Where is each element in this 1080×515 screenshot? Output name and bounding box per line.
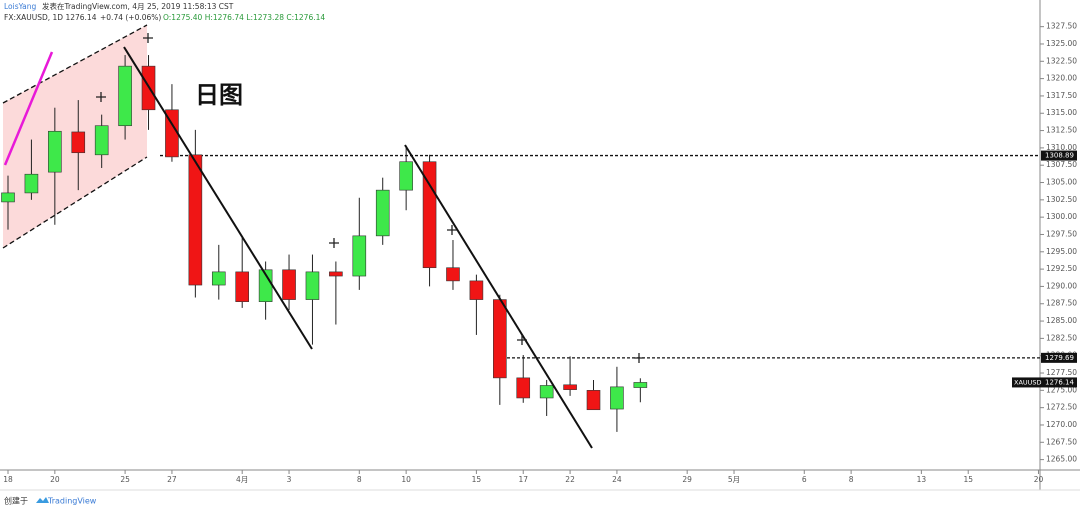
candle-body <box>539 385 554 399</box>
y-tick-label: 1305.00 <box>1046 178 1077 187</box>
channel-upper <box>2 24 148 104</box>
candle-body <box>563 384 577 390</box>
price-label-box <box>1041 150 1077 161</box>
candle-body <box>48 130 62 173</box>
brand-logo <box>36 497 49 503</box>
candle-body <box>329 271 343 277</box>
y-tick-label: 1285.00 <box>1046 316 1077 325</box>
x-tick-label: 8 <box>849 475 854 484</box>
candle-body <box>235 271 249 302</box>
x-tick-label: 27 <box>167 475 177 484</box>
y-tick-label: 1322.50 <box>1046 56 1077 65</box>
y-tick-label: 1325.00 <box>1046 39 1077 48</box>
published: 发表在TradingView.com, 4月 25, 2019 11:58:13… <box>42 1 234 11</box>
ohlc: O:1275.40 H:1276.74 L:1273.28 C:1276.14 <box>163 13 325 22</box>
candle-body <box>610 386 624 410</box>
candle-body <box>586 390 601 411</box>
symbol: FX:XAUUSD, 1D 1276.14 <box>4 13 97 22</box>
candle-body <box>188 154 203 286</box>
x-tick-label: 15 <box>472 475 482 484</box>
candle-body <box>516 377 531 399</box>
x-tick-label: 3 <box>287 475 292 484</box>
y-tick-label: 1307.50 <box>1046 160 1077 169</box>
x-tick-label: 20 <box>1034 475 1044 484</box>
candle-body <box>352 235 367 277</box>
x-tick-label: 20 <box>50 475 60 484</box>
y-tick-label: 1317.50 <box>1046 91 1077 100</box>
x-tick-label: 18 <box>3 475 13 484</box>
x-tick-label: 8 <box>357 475 362 484</box>
candle-body <box>305 271 320 300</box>
y-tick-label: 1292.50 <box>1046 264 1077 273</box>
y-tick-label: 1327.50 <box>1046 22 1077 31</box>
y-tick-label: 1290.00 <box>1046 281 1077 290</box>
candle-body <box>211 271 226 286</box>
trend-line <box>123 46 313 350</box>
last-price-symbol: XAUUSD <box>1014 378 1042 386</box>
candle-body <box>282 269 296 300</box>
last-price-value: 1276.14 <box>1045 378 1074 386</box>
y-tick-label: 1310.00 <box>1046 143 1077 152</box>
x-tick-label: 6 <box>802 475 807 484</box>
change: +0.74 (+0.06%) <box>100 13 161 22</box>
footer-brand: TradingView <box>47 497 97 506</box>
x-tick-label: 17 <box>518 475 528 484</box>
candle-body <box>399 161 413 191</box>
y-tick-label: 1265.00 <box>1046 455 1077 464</box>
author: LoisYang <box>4 2 37 11</box>
x-tick-label: 4月 <box>236 475 248 484</box>
y-tick-label: 1300.00 <box>1046 212 1077 221</box>
y-tick-label: 1295.00 <box>1046 247 1077 256</box>
channel-lower <box>2 156 148 249</box>
magenta-line <box>3 51 54 166</box>
y-tick-label: 1275.00 <box>1046 385 1077 394</box>
cross-markers <box>96 33 644 363</box>
x-tick-label: 22 <box>565 475 575 484</box>
chart-title: 日图 <box>195 81 243 109</box>
y-tick-label: 1270.00 <box>1046 420 1077 429</box>
y-tick-label: 1282.50 <box>1046 333 1077 342</box>
candle-body <box>493 299 507 379</box>
price-label: 1279.69 <box>1045 354 1074 362</box>
candle-body <box>469 280 484 300</box>
candle-body <box>24 173 39 194</box>
y-tick-label: 1320.00 <box>1046 74 1077 83</box>
y-tick-label: 1312.50 <box>1046 126 1077 135</box>
y-tick-label: 1302.50 <box>1046 195 1077 204</box>
y-tick-label: 1272.50 <box>1046 403 1077 412</box>
candle-body <box>633 382 648 388</box>
x-tick-label: 10 <box>401 475 411 484</box>
y-tick-label: 1297.50 <box>1046 229 1077 238</box>
y-tick-label: 1267.50 <box>1046 437 1077 446</box>
x-tick-label: 5月 <box>728 475 740 484</box>
candle-body <box>1 192 15 203</box>
x-tick-label: 25 <box>120 475 130 484</box>
x-tick-label: 29 <box>682 475 692 484</box>
y-tick-label: 1277.50 <box>1046 368 1077 377</box>
candle-body <box>94 125 109 156</box>
candle-body <box>375 189 390 237</box>
y-tick-label: 1287.50 <box>1046 299 1077 308</box>
price-label-box <box>1041 352 1077 363</box>
trend-line <box>404 144 593 449</box>
x-tick-label: 15 <box>963 475 973 484</box>
last-price-box <box>1012 377 1077 388</box>
x-tick-label: 24 <box>612 475 622 484</box>
candle-body <box>71 131 86 154</box>
footer-created: 创建于 <box>4 496 28 506</box>
price-label: 1308.89 <box>1045 152 1074 160</box>
y-tick-label: 1315.00 <box>1046 108 1077 117</box>
candle-body <box>118 65 132 127</box>
x-tick-label: 13 <box>917 475 927 484</box>
candle-body <box>446 267 460 282</box>
